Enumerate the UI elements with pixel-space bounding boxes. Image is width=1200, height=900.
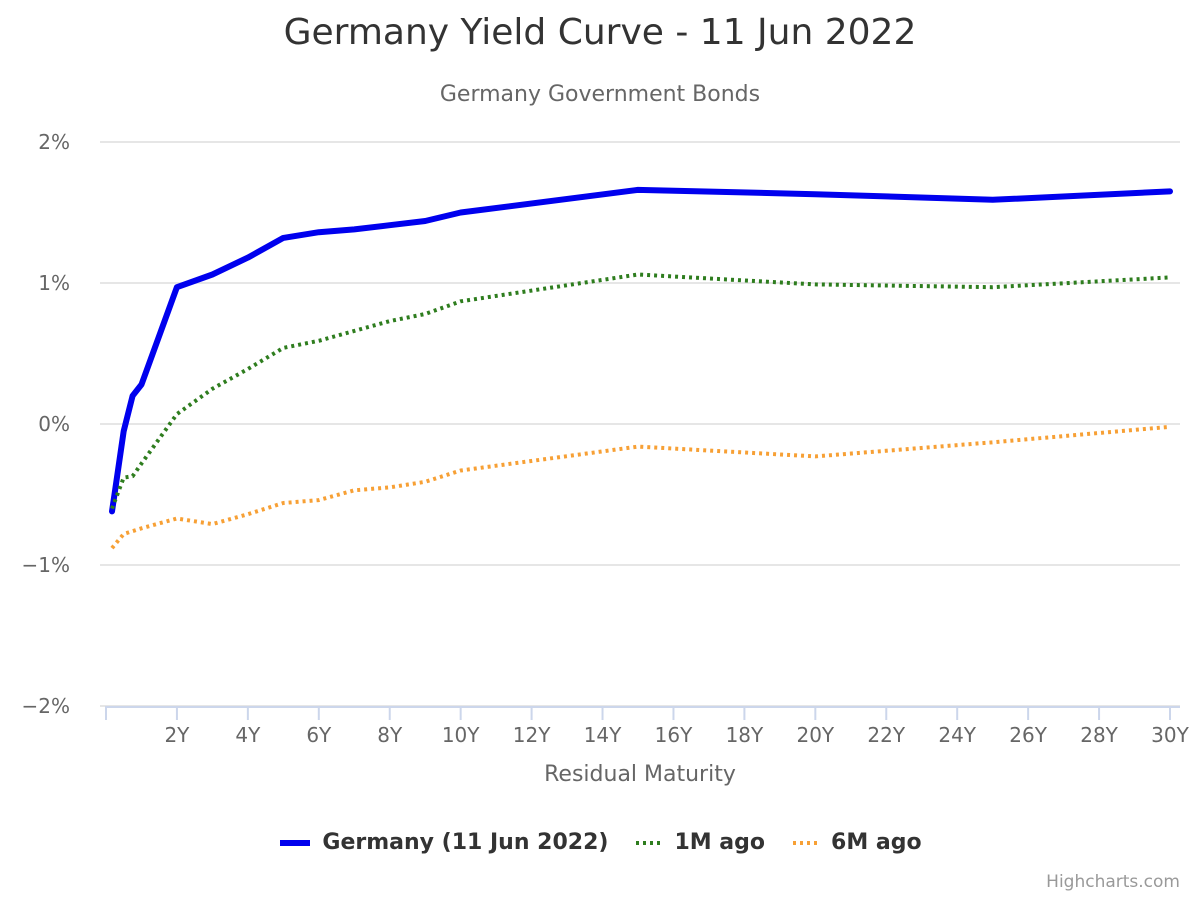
x-tick-label: 22Y (867, 723, 905, 747)
chart-subtitle: Germany Government Bonds (439, 82, 761, 107)
series-line-1[interactable] (109, 186, 1173, 515)
legend-item-1[interactable]: Germany (11 Jun 2022) (278, 830, 608, 855)
y-tick-label: −2% (22, 694, 71, 718)
x-tick-label: 14Y (584, 723, 622, 747)
x-tick-label: 10Y (442, 723, 480, 747)
series-layer (109, 186, 1173, 550)
x-tick-label: 20Y (796, 723, 834, 747)
x-tick-label: 8Y (377, 723, 403, 747)
chart-title: Germany Yield Curve - 11 Jun 2022 (283, 12, 917, 53)
x-axis-title: Residual Maturity (544, 762, 736, 787)
legend-symbol (636, 840, 663, 845)
x-tick-label: 12Y (513, 723, 551, 747)
legend-symbol (793, 840, 820, 845)
x-tick-label: 2Y (164, 723, 190, 747)
legend: Germany (11 Jun 2022) 1M ago 6M ago (0, 830, 1200, 855)
series-line-3[interactable] (110, 424, 1171, 550)
y-tick-label: 2% (38, 130, 70, 154)
x-tick-label: 18Y (726, 723, 764, 747)
x-tick-label: 24Y (938, 723, 976, 747)
legend-label: 6M ago (831, 830, 922, 855)
x-tick-label: 30Y (1151, 723, 1189, 747)
grid-lines (100, 141, 1180, 707)
x-tick-label: 26Y (1009, 723, 1047, 747)
x-tick-label: 4Y (235, 723, 261, 747)
y-tick-label: 1% (38, 271, 70, 295)
legend-label: Germany (11 Jun 2022) (322, 830, 609, 855)
y-tick-label: 0% (38, 412, 70, 436)
legend-symbol (280, 839, 311, 846)
legend-item-2[interactable]: 1M ago (634, 830, 765, 855)
y-tick-label: −1% (22, 553, 71, 577)
legend-item-3[interactable]: 6M ago (791, 830, 922, 855)
legend-label: 1M ago (674, 830, 766, 855)
series-line-2[interactable] (110, 272, 1171, 510)
x-axis: 2Y 4Y 6Y 8Y 10Y 12Y 14Y 16Y 18Y 20Y 22Y 24Y 26Y 28Y 30… (105, 706, 1190, 747)
x-tick-label: 16Y (655, 723, 693, 747)
x-tick-label: 6Y (306, 723, 332, 747)
credits-link[interactable]: Highcharts.com (1046, 872, 1180, 892)
x-tick-label: 28Y (1080, 723, 1118, 747)
y-axis-labels: −2% −1% 0% 1% 2% (22, 130, 71, 718)
